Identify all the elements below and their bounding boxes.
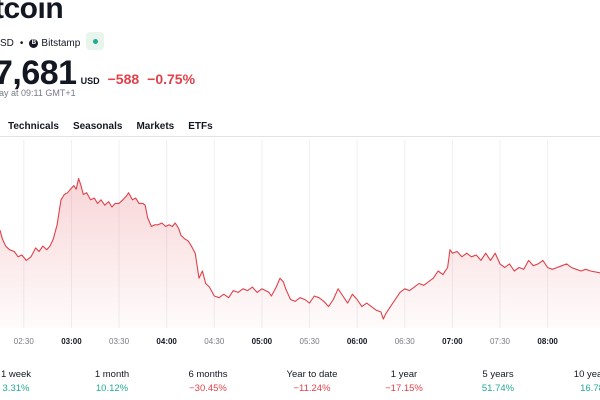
market-status-button[interactable] <box>86 32 104 50</box>
perf-value: −30.45% <box>189 383 227 394</box>
perf-value: 10.12% <box>95 383 129 394</box>
perf-10-years[interactable]: 10 years 16.78 <box>562 369 600 394</box>
perf-year-to-date[interactable]: Year to date −11.24% <box>272 369 352 394</box>
price-line <box>0 177 600 320</box>
x-tick-label: 04:30 <box>204 337 225 346</box>
x-tick-label: 02:30 <box>14 337 35 346</box>
quote-timestamp: day at 09:11 GMT+1 <box>0 88 76 98</box>
last-price: 7,681 <box>0 54 77 92</box>
tabs-divider <box>0 136 600 137</box>
price-area-fill <box>0 178 600 328</box>
perf-value: −11.24% <box>293 383 331 394</box>
x-tick-label: 05:30 <box>300 337 321 346</box>
exchange-selector[interactable]: Bitstamp <box>41 37 81 49</box>
symbol-title: tcoin <box>0 0 64 25</box>
perf-value: −17.15% <box>385 383 423 394</box>
performance-row: 1 week 3.31% 1 month 10.12% 6 months −30… <box>0 369 600 400</box>
perf-5-years[interactable]: 5 years 51.74% <box>468 369 528 394</box>
x-tick-label: 07:00 <box>442 337 463 346</box>
tab-technicals[interactable]: Technicals <box>8 121 59 132</box>
perf-1-year[interactable]: 1 year −17.15% <box>374 369 434 394</box>
status-dot-icon <box>92 38 98 44</box>
price-chart[interactable]: 02:30 03:00 03:30 04:00 04:30 05:00 05:30 06:00… <box>0 140 600 354</box>
x-tick-label: 08:00 <box>537 337 558 346</box>
symbol-tabs: Technicals Seasonals Markets ETFs <box>8 121 227 132</box>
x-tick-label: 06:00 <box>347 337 368 346</box>
price-row: 7,681 USD −588 −0.75% <box>0 54 195 93</box>
x-tick-label: 04:00 <box>156 337 177 346</box>
perf-label: 1 month <box>94 369 130 380</box>
perf-1-month[interactable]: 1 month 10.12% <box>82 369 142 394</box>
x-axis-ticks: 02:30 03:00 03:30 04:00 04:30 05:00 05:30 06:00… <box>14 337 559 346</box>
perf-1-week[interactable]: 1 week 3.31% <box>0 369 46 394</box>
x-tick-label: 03:30 <box>109 337 130 346</box>
x-tick-label: 03:00 <box>61 337 82 346</box>
perf-label: 5 years <box>482 369 514 380</box>
tab-seasonals[interactable]: Seasonals <box>72 121 123 132</box>
perf-value: 51.74% <box>481 383 515 394</box>
currency-prefix: SD <box>0 37 14 49</box>
tab-markets[interactable]: Markets <box>136 121 175 132</box>
perf-label: 1 week <box>0 369 32 380</box>
price-change: −588 <box>107 71 140 87</box>
exchange-icon: B <box>29 38 39 48</box>
perf-6-months[interactable]: 6 months −30.45% <box>178 369 238 394</box>
perf-value: 16.78 <box>580 383 600 394</box>
tab-etfs[interactable]: ETFs <box>188 121 213 132</box>
x-tick-label: 06:30 <box>395 337 416 346</box>
perf-label: 1 year <box>390 369 418 380</box>
perf-label: Year to date <box>286 369 338 380</box>
price-change-percent: −0.75% <box>147 71 196 87</box>
perf-value: 3.31% <box>2 383 30 394</box>
perf-label: 6 months <box>188 369 228 380</box>
x-tick-label: 07:30 <box>490 337 511 346</box>
perf-label: 10 years <box>573 369 600 380</box>
separator-dot: • <box>19 37 24 49</box>
price-currency: USD <box>80 76 100 86</box>
symbol-subtitle: SD • B Bitstamp ⌄ <box>0 35 96 51</box>
x-tick-label: 05:00 <box>252 337 273 346</box>
